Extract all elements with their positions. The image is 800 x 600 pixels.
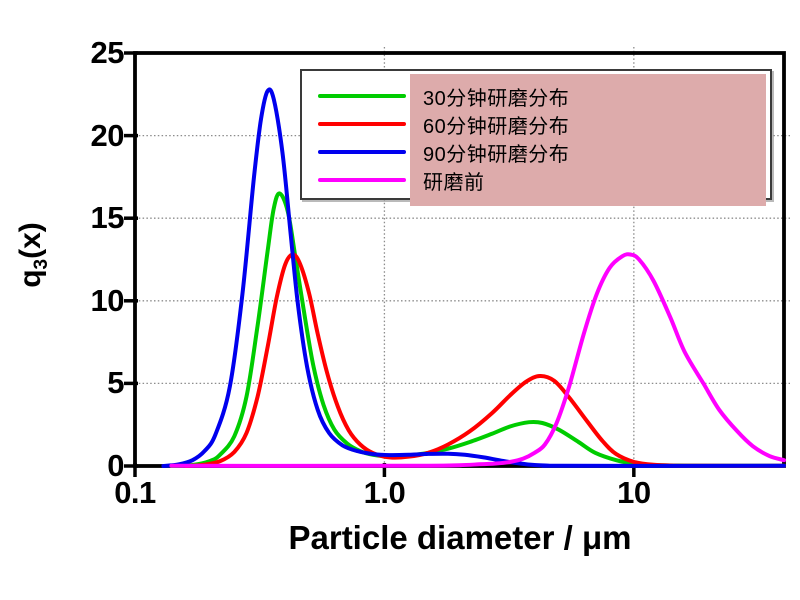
legend: 30分钟研磨分布 60分钟研磨分布 90分钟研磨分布 研磨前 — [300, 69, 772, 200]
y-tick-label: 15 — [90, 200, 125, 236]
series-curve-1 — [183, 252, 786, 468]
legend-item-label: 90分钟研磨分布 — [423, 143, 570, 166]
legend-line-sample-red — [318, 122, 406, 126]
x-tick-label: 1.0 — [363, 475, 406, 510]
legend-item: 30分钟研磨分布 — [302, 82, 770, 110]
legend-line-sample-green — [318, 94, 406, 98]
legend-item-label: 60分钟研磨分布 — [423, 115, 570, 138]
legend-line-sample-magenta — [318, 178, 406, 182]
legend-item-label: 研磨前 — [423, 171, 485, 194]
y-tick-label: 10 — [90, 282, 125, 318]
y-axis-title-subscript: 3 — [31, 258, 52, 270]
legend-highlight-overlay — [410, 74, 766, 206]
series-curve-3 — [169, 252, 786, 468]
x-tick-label: 10 — [617, 475, 651, 510]
y-tick-label: 25 — [90, 35, 125, 70]
legend-item-label: 30分钟研磨分布 — [423, 87, 570, 110]
legend-item: 90分钟研磨分布 — [302, 138, 770, 166]
legend-item: 研磨前 — [302, 166, 770, 194]
legend-line-sample-blue — [318, 150, 406, 154]
y-tick-label: 20 — [90, 117, 125, 153]
legend-item: 60分钟研磨分布 — [302, 110, 770, 138]
y-tick-label: 0 — [107, 448, 124, 483]
x-tick-label: 0.1 — [114, 475, 156, 510]
y-tick-label: 5 — [107, 365, 124, 401]
x-axis-title: Particle diameter / μm — [288, 519, 632, 556]
